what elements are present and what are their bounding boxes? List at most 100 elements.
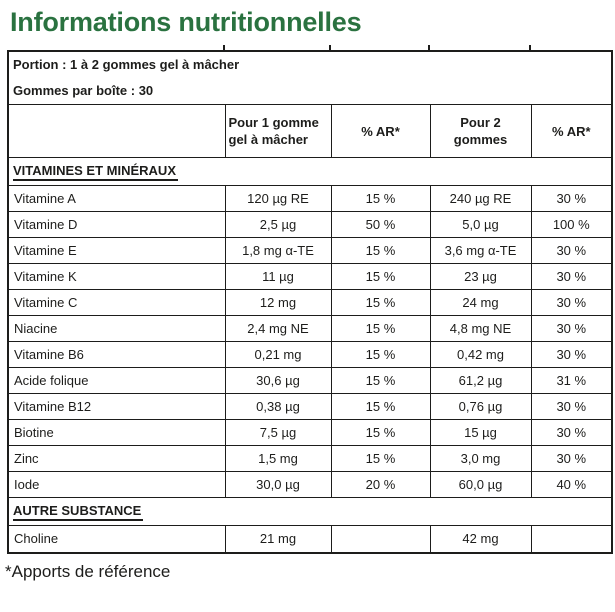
per2-value: 0,42 mg [429,341,532,368]
ar1-value: 15 % [330,237,431,264]
header-per-2-gommes: Pour 2 gommes [429,104,532,158]
per1-value: 7,5 µg [224,419,332,446]
nutrient-label: Vitamine B12 [7,393,226,420]
ar1-value: 15 % [330,263,431,290]
table-row-vitamine-d: Vitamine D 2,5 µg 50 % 5,0 µg 100 % [7,211,613,238]
section-header-vitamins-minerals: VITAMINES ET MINÉRAUX [7,157,613,186]
table-row-vitamine-k: Vitamine K 11 µg 15 % 23 µg 30 % [7,263,613,290]
per2-value: 240 µg RE [429,185,532,212]
table-row-zinc: Zinc 1,5 mg 15 % 3,0 mg 30 % [7,445,613,472]
per2-value: 0,76 µg [429,393,532,420]
header-per-2-gommes-line2: gommes [453,132,508,147]
ar2-value: 30 % [530,393,613,420]
nutrient-label: Vitamine E [7,237,226,264]
table-row-iode: Iode 30,0 µg 20 % 60,0 µg 40 % [7,471,613,498]
ar1-value: 15 % [330,289,431,316]
per1-value: 21 mg [224,525,332,553]
per1-value: 30,6 µg [224,367,332,394]
table-row-acide-folique: Acide folique 30,6 µg 15 % 61,2 µg 31 % [7,367,613,394]
ar2-value: 30 % [530,341,613,368]
per1-value: 30,0 µg [224,471,332,498]
nutrient-label: Vitamine K [7,263,226,290]
ar2-value: 30 % [530,263,613,290]
per1-value: 1,5 mg [224,445,332,472]
ar1-value: 15 % [330,393,431,420]
ar1-value: 15 % [330,419,431,446]
per2-value: 23 µg [429,263,532,290]
section-title: AUTRE SUBSTANCE [13,502,144,521]
per2-value: 60,0 µg [429,471,532,498]
nutrition-table-container: Portion : 1 à 2 gommes gel à mâcher Gomm… [7,45,614,554]
header-per-2-gommes-line1: Pour 2 [460,115,501,130]
ar2-value: 30 % [530,445,613,472]
table-row-biotine: Biotine 7,5 µg 15 % 15 µg 30 % [7,419,613,446]
per1-value: 2,4 mg NE [224,315,332,342]
table-row-vitamine-e: Vitamine E 1,8 mg α-TE 15 % 3,6 mg α-TE … [7,237,613,264]
per1-value: 120 µg RE [224,185,332,212]
ar1-value: 50 % [330,211,431,238]
nutrient-label: Acide folique [7,367,226,394]
table-row-choline: Choline 21 mg 42 mg [7,525,613,553]
ar1-value: 15 % [330,341,431,368]
reference-intake-footnote: *Apports de référence [5,561,171,581]
ar2-value: 40 % [530,471,613,498]
nutrition-table: Portion : 1 à 2 gommes gel à mâcher Gomm… [7,50,614,554]
nutrient-label: Choline [7,525,226,553]
table-row-niacine: Niacine 2,4 mg NE 15 % 4,8 mg NE 30 % [7,315,613,342]
column-tick [223,45,225,50]
per2-value: 15 µg [429,419,532,446]
ar1-value: 15 % [330,367,431,394]
ar2-value: 30 % [530,419,613,446]
per1-value: 1,8 mg α-TE [224,237,332,264]
ar2-value [530,525,613,553]
nutrient-label: Vitamine A [7,185,226,212]
per2-value: 24 mg [429,289,532,316]
empty-header-cell [7,104,226,158]
ar2-value: 30 % [530,289,613,316]
table-row-vitamine-b12: Vitamine B12 0,38 µg 15 % 0,76 µg 30 % [7,393,613,420]
header-ar-2: % AR* [530,104,613,158]
per1-value: 2,5 µg [224,211,332,238]
ar1-value: 20 % [330,471,431,498]
per2-value: 5,0 µg [429,211,532,238]
ar2-value: 100 % [530,211,613,238]
nutrient-label: Zinc [7,445,226,472]
ar2-value: 30 % [530,315,613,342]
section-header-autre-substance: AUTRE SUBSTANCE [7,497,613,526]
per1-value: 0,21 mg [224,341,332,368]
nutrient-label: Biotine [7,419,226,446]
nutrient-label: Vitamine D [7,211,226,238]
portion-size-text: Portion : 1 à 2 gommes gel à mâcher [13,57,240,72]
table-row-vitamine-a: Vitamine A 120 µg RE 15 % 240 µg RE 30 % [7,185,613,212]
column-tick [529,45,531,50]
column-tick [428,45,430,50]
nutrient-label: Vitamine C [7,289,226,316]
table-row-vitamine-b6: Vitamine B6 0,21 mg 15 % 0,42 mg 30 % [7,341,613,368]
header-per-1-gomme: Pour 1 gomme gel à mâcher [224,104,332,158]
per1-value: 12 mg [224,289,332,316]
per2-value: 3,0 mg [429,445,532,472]
header-per-1-gomme-line1: Pour 1 gomme [228,115,319,130]
nutrient-label: Iode [7,471,226,498]
table-row-vitamine-c: Vitamine C 12 mg 15 % 24 mg 30 % [7,289,613,316]
page-title: Informations nutritionnelles [10,7,362,37]
nutrient-label: Vitamine B6 [7,341,226,368]
nutrient-label: Niacine [7,315,226,342]
ar1-value: 15 % [330,445,431,472]
ar1-value: 15 % [330,185,431,212]
portion-row: Portion : 1 à 2 gommes gel à mâcher Gomm… [7,50,613,105]
ar1-value: 15 % [330,315,431,342]
ar2-value: 30 % [530,185,613,212]
per1-value: 0,38 µg [224,393,332,420]
header-ar-1: % AR* [330,104,431,158]
gummies-per-box-text: Gommes par boîte : 30 [13,83,154,98]
per2-value: 4,8 mg NE [429,315,532,342]
section-title: VITAMINES ET MINÉRAUX [13,162,178,181]
header-per-1-gomme-line2: gel à mâcher [228,132,309,147]
per2-value: 3,6 mg α-TE [429,237,532,264]
per2-value: 42 mg [429,525,532,553]
ar2-value: 30 % [530,237,613,264]
ar1-value [330,525,431,553]
per1-value: 11 µg [224,263,332,290]
per2-value: 61,2 µg [429,367,532,394]
